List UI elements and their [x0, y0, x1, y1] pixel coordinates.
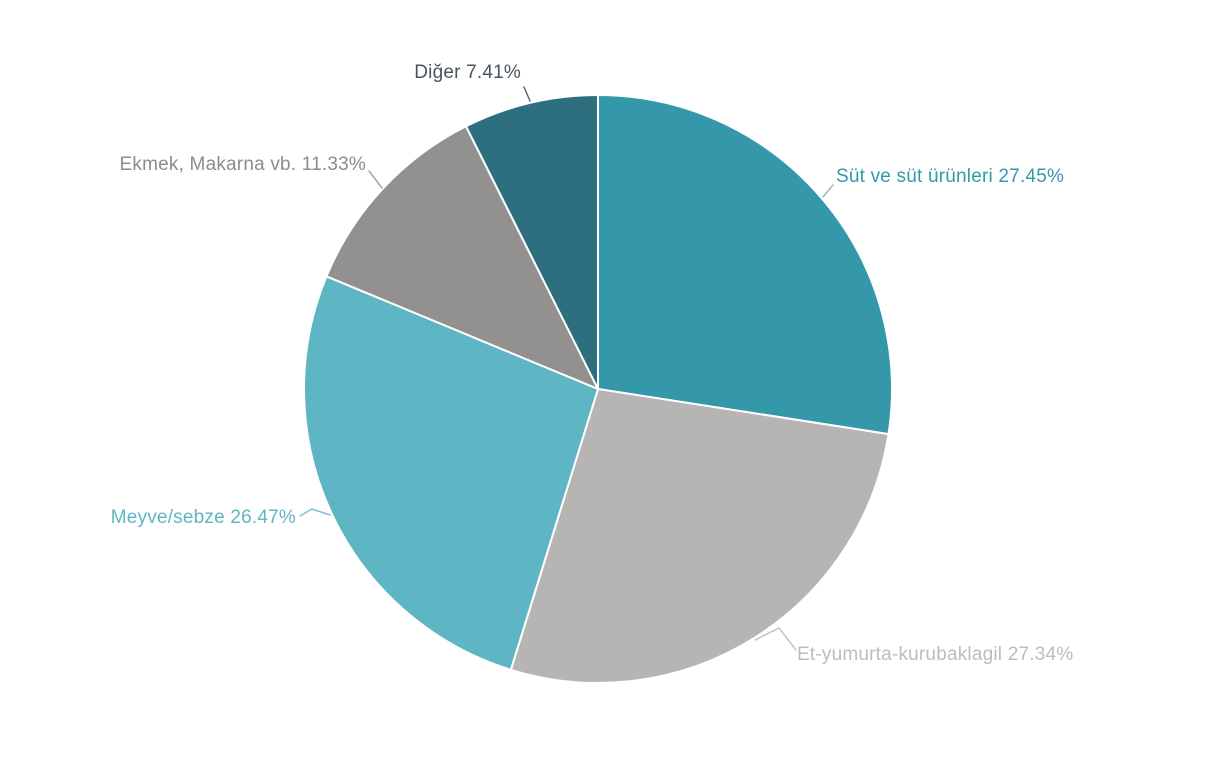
slice-label-ekmek-makarna-vb: Ekmek, Makarna vb. 11.33% [119, 154, 366, 175]
label-connector-sut-ve-sut-urunleri [822, 184, 834, 198]
label-connector-et-yumurta-kurubaklagil [754, 627, 797, 651]
label-connector-diger [523, 86, 531, 102]
pie-slice-diger[interactable] [465, 94, 599, 390]
pie-slice-meyve-sebze[interactable] [303, 275, 599, 671]
slice-label-sut-ve-sut-urunleri: Süt ve süt ürünleri 27.45% [836, 166, 1065, 187]
pie-slice-ekmek-makarna-vb[interactable] [325, 125, 599, 390]
label-connector-ekmek-makarna-vb [368, 170, 383, 189]
slice-label-meyve-sebze: Meyve/sebze 26.47% [110, 507, 296, 528]
pie-slice-et-yumurta-kurubaklagil[interactable] [509, 388, 890, 684]
slice-label-diger: Diğer 7.41% [414, 62, 521, 83]
pie-slice-sut-ve-sut-urunleri[interactable] [597, 94, 893, 436]
label-connector-meyve-sebze [299, 508, 331, 517]
slice-label-et-yumurta-kurubaklagil: Et-yumurta-kurubaklagil 27.34% [797, 644, 1074, 665]
